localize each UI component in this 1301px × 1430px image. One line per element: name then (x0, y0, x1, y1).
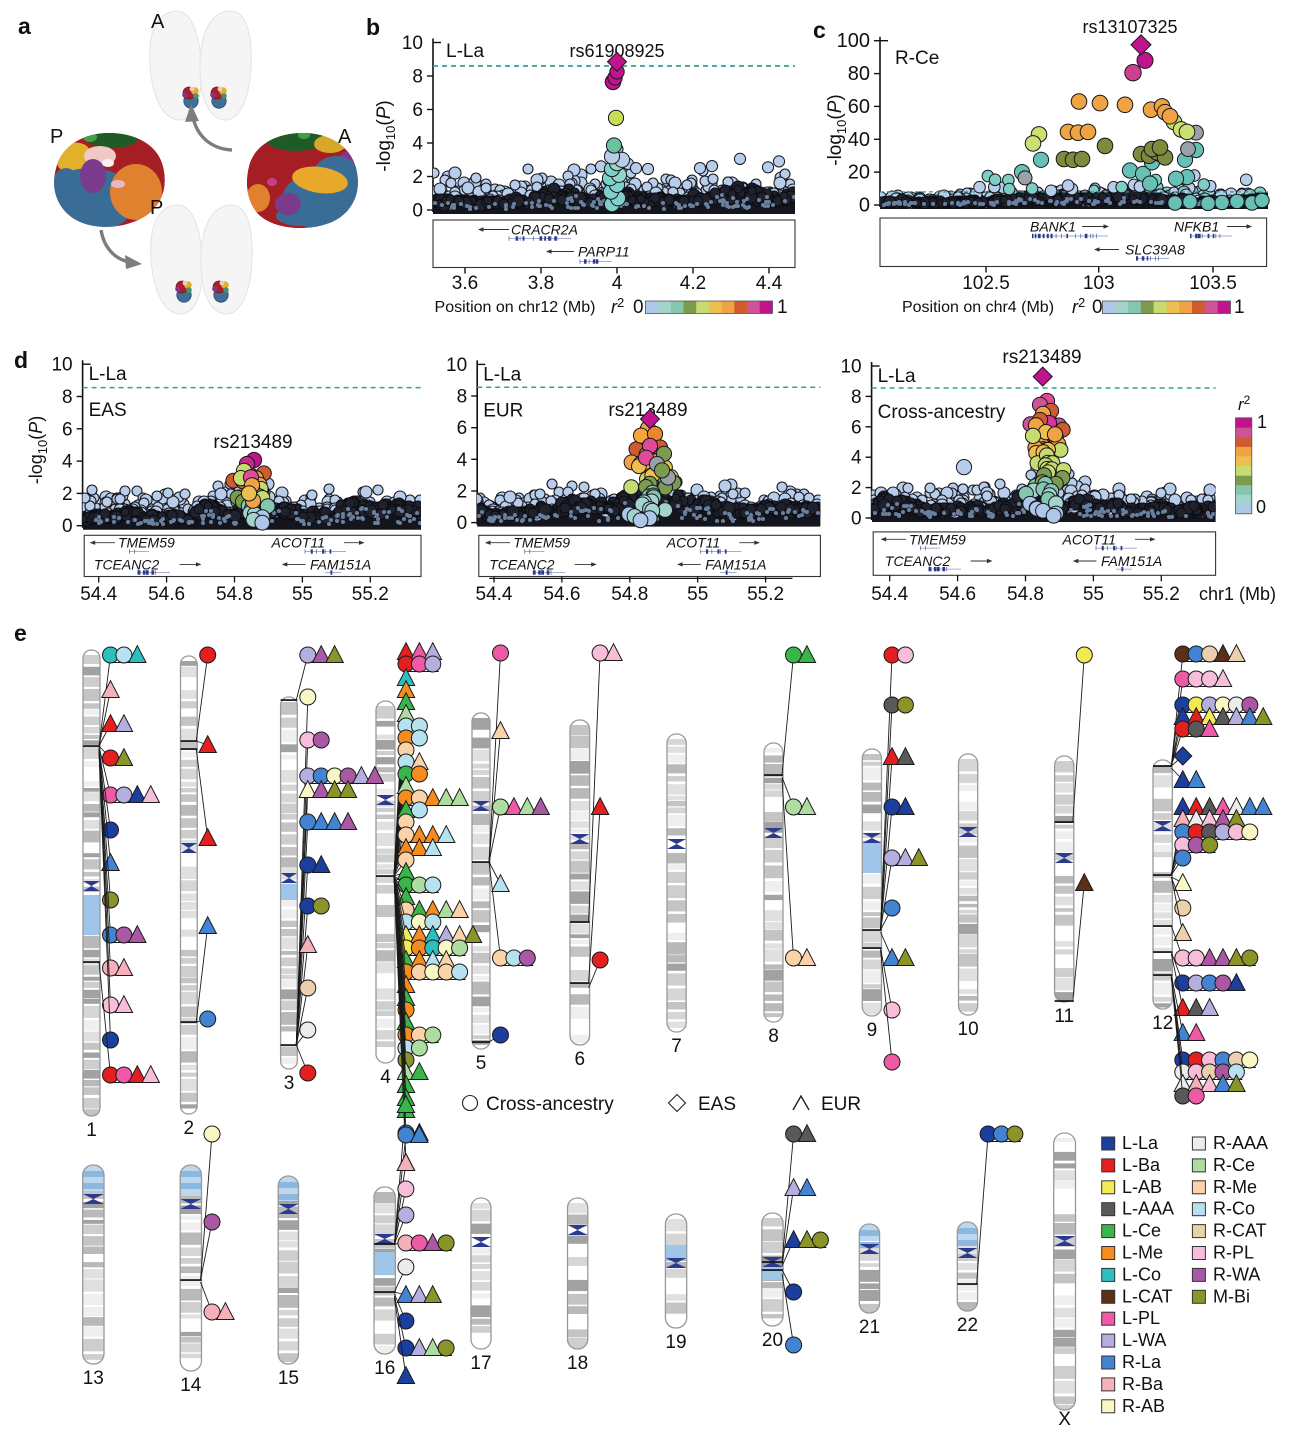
svg-text:2: 2 (62, 484, 73, 505)
svg-text:r2: r2 (611, 295, 624, 317)
svg-text:A: A (151, 11, 165, 33)
svg-text:6: 6 (851, 417, 862, 438)
svg-text:103.5: 103.5 (1189, 273, 1237, 294)
svg-text:54.6: 54.6 (543, 584, 580, 605)
svg-text:60: 60 (848, 96, 870, 118)
svg-text:4.2: 4.2 (680, 273, 706, 294)
svg-text:6: 6 (412, 100, 423, 121)
svg-text:54.6: 54.6 (148, 584, 185, 605)
svg-text:20: 20 (848, 162, 870, 184)
svg-text:Position on chr12 (Mb): Position on chr12 (Mb) (435, 299, 596, 316)
svg-text:10: 10 (51, 355, 72, 376)
svg-text:rs213489: rs213489 (1002, 347, 1081, 368)
svg-text:L-La: L-La (483, 364, 521, 385)
svg-text:TMEM59: TMEM59 (513, 535, 570, 551)
svg-text:8: 8 (851, 387, 862, 408)
svg-text:Position on chr4 (Mb): Position on chr4 (Mb) (902, 299, 1054, 316)
svg-text:b: b (366, 14, 380, 40)
svg-text:6: 6 (62, 419, 73, 440)
svg-text:TCEANC2: TCEANC2 (489, 556, 555, 572)
svg-text:40: 40 (848, 129, 870, 151)
svg-text:4.4: 4.4 (756, 273, 783, 294)
svg-text:CRACR2A: CRACR2A (511, 222, 578, 238)
svg-text:100: 100 (837, 30, 870, 52)
svg-text:EUR: EUR (483, 400, 523, 421)
svg-text:55.2: 55.2 (747, 584, 784, 605)
svg-text:54.4: 54.4 (80, 584, 117, 605)
svg-text:L-La: L-La (446, 41, 484, 62)
svg-text:P: P (50, 126, 63, 148)
svg-text:80: 80 (848, 63, 870, 85)
svg-text:rs213489: rs213489 (608, 400, 687, 421)
svg-text:10: 10 (402, 33, 423, 54)
svg-text:0: 0 (859, 195, 870, 217)
svg-text:Cross-ancestry: Cross-ancestry (878, 402, 1006, 423)
svg-text:PARP11: PARP11 (578, 244, 630, 260)
svg-text:0: 0 (1092, 297, 1103, 318)
svg-text:0: 0 (412, 201, 423, 222)
svg-text:FAM151A: FAM151A (705, 556, 766, 572)
svg-text:FAM151A: FAM151A (310, 556, 371, 572)
svg-text:SLC39A8: SLC39A8 (1125, 242, 1185, 258)
svg-text:4: 4 (851, 448, 862, 469)
svg-text:4: 4 (612, 273, 623, 294)
svg-text:rs13107325: rs13107325 (1082, 17, 1177, 37)
svg-text:103: 103 (1083, 273, 1115, 294)
svg-text:10: 10 (446, 355, 467, 376)
svg-text:a: a (18, 13, 31, 39)
svg-text:55: 55 (687, 584, 708, 605)
svg-text:2: 2 (851, 478, 862, 499)
svg-text:NFKB1: NFKB1 (1174, 219, 1219, 235)
svg-text:c: c (813, 17, 826, 43)
svg-text:rs61908925: rs61908925 (569, 41, 664, 61)
svg-text:L-La: L-La (878, 366, 916, 387)
svg-text:rs213489: rs213489 (213, 432, 292, 453)
svg-text:P: P (150, 197, 163, 219)
svg-text:55.2: 55.2 (352, 584, 389, 605)
svg-text:10: 10 (840, 357, 861, 378)
svg-text:8: 8 (457, 387, 468, 408)
svg-text:8: 8 (412, 67, 423, 88)
svg-text:8: 8 (62, 387, 73, 408)
svg-text:0: 0 (457, 513, 468, 534)
svg-text:54.8: 54.8 (611, 584, 648, 605)
svg-text:54.4: 54.4 (476, 584, 513, 605)
svg-text:A: A (338, 126, 352, 148)
svg-text:102.5: 102.5 (962, 273, 1010, 294)
svg-text:1: 1 (1234, 297, 1245, 318)
svg-text:0: 0 (633, 297, 644, 318)
svg-text:54.8: 54.8 (216, 584, 253, 605)
svg-text:ACOT11: ACOT11 (271, 535, 325, 551)
svg-text:55: 55 (292, 584, 313, 605)
svg-text:ACOT11: ACOT11 (666, 535, 720, 551)
svg-text:r2: r2 (1072, 295, 1085, 317)
svg-text:BANK1: BANK1 (1030, 219, 1076, 235)
svg-text:4: 4 (457, 450, 468, 471)
svg-text:TMEM59: TMEM59 (118, 535, 175, 551)
svg-text:6: 6 (457, 418, 468, 439)
svg-text:d: d (14, 347, 28, 373)
svg-text:EAS: EAS (89, 400, 127, 421)
svg-text:0: 0 (62, 516, 73, 537)
svg-text:L-La: L-La (89, 364, 127, 385)
svg-text:4: 4 (62, 452, 73, 473)
svg-text:2: 2 (412, 167, 423, 188)
svg-text:0: 0 (851, 509, 862, 530)
svg-text:R-Ce: R-Ce (895, 48, 939, 69)
svg-text:TCEANC2: TCEANC2 (94, 556, 160, 572)
svg-text:4: 4 (412, 134, 423, 155)
svg-text:1: 1 (777, 297, 788, 318)
svg-text:-log10(P): -log10(P) (825, 94, 849, 166)
svg-text:3.6: 3.6 (452, 273, 478, 294)
svg-text:2: 2 (457, 482, 468, 503)
svg-text:3.8: 3.8 (528, 273, 554, 294)
